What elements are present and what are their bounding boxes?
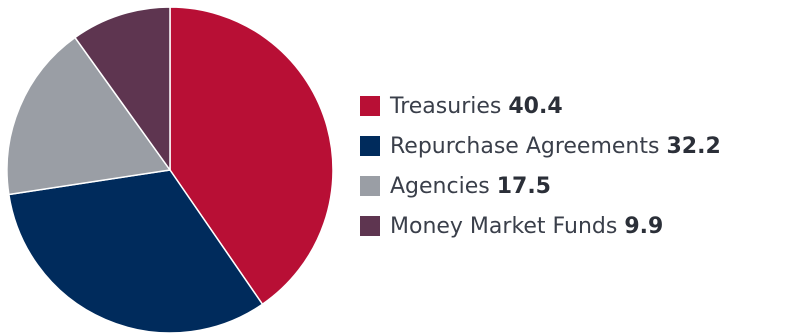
legend-item-repurchase-agreements: Repurchase Agreements 32.2: [360, 126, 780, 166]
legend-swatch: [360, 176, 380, 196]
legend-item-treasuries: Treasuries 40.4: [360, 86, 780, 126]
legend-label: Treasuries: [390, 93, 502, 119]
legend-swatch: [360, 96, 380, 116]
legend-item-agencies: Agencies 17.5: [360, 166, 780, 206]
legend-swatch: [360, 216, 380, 236]
pie-slice-treasuries: [169, 6, 334, 305]
pie-slice-agencies: [6, 36, 171, 196]
legend-value: 40.4: [508, 93, 563, 119]
legend-item-money-market-funds: Money Market Funds 9.9: [360, 206, 780, 246]
pie-slice-money-market-funds: [74, 6, 171, 171]
pie-plot: [6, 6, 334, 334]
pie-slice-repurchase-agreements: [8, 169, 264, 334]
legend-label: Money Market Funds: [390, 213, 618, 239]
legend-swatch: [360, 136, 380, 156]
legend-value: 32.2: [666, 133, 721, 159]
legend-value: 17.5: [496, 173, 551, 199]
legend-label: Agencies: [390, 173, 490, 199]
legend-label: Repurchase Agreements: [390, 133, 660, 159]
legend-value: 9.9: [624, 213, 664, 239]
legend: Treasuries 40.4 Repurchase Agreements 32…: [360, 86, 780, 246]
